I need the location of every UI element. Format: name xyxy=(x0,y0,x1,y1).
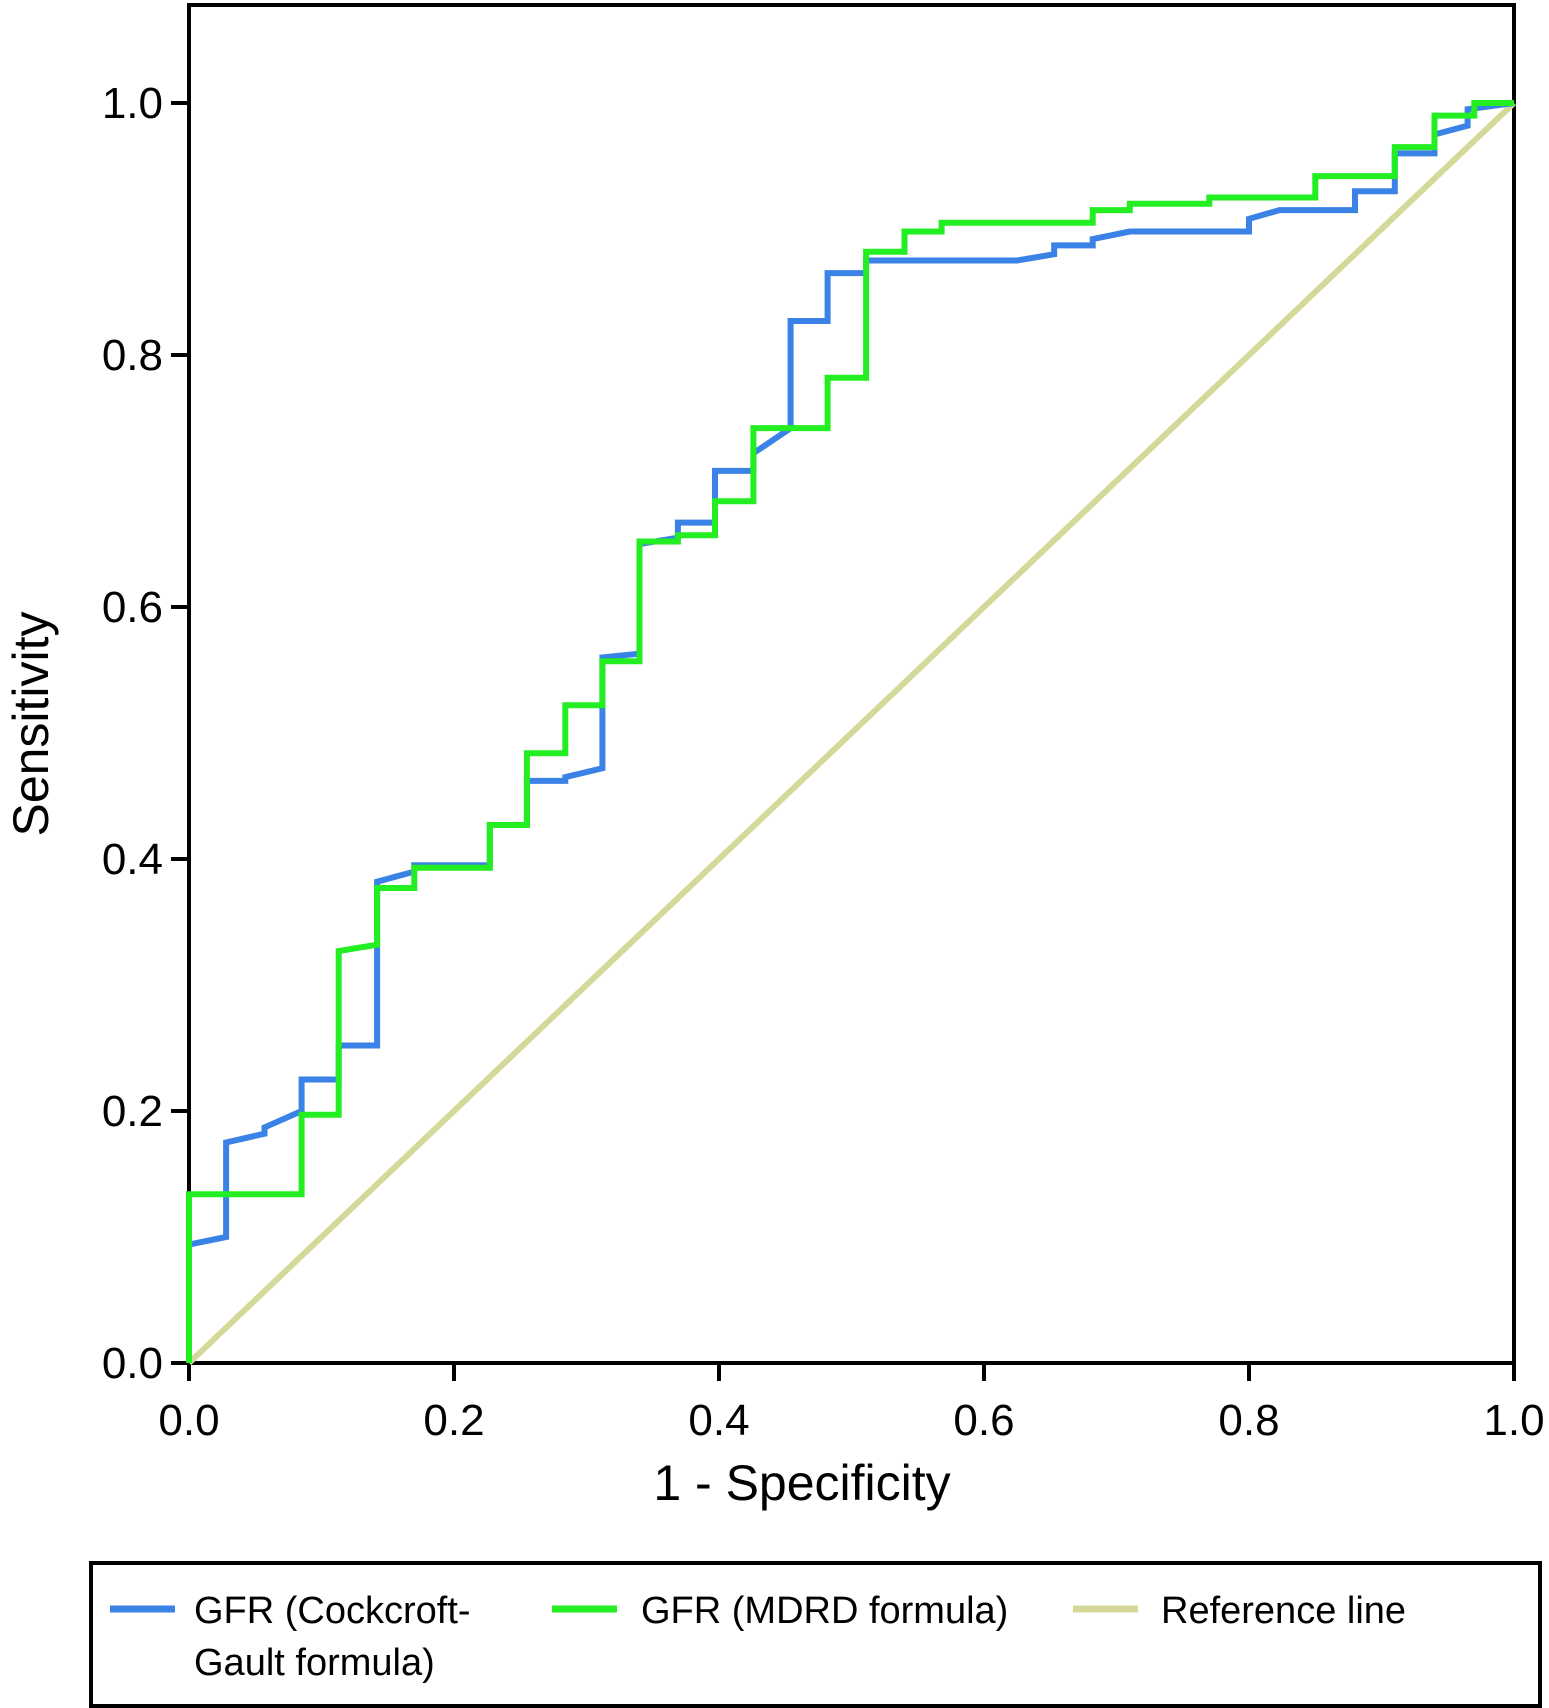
y-tick-label: 0.6 xyxy=(102,583,163,632)
legend-frame xyxy=(89,1561,1542,1708)
y-tick-label: 0.4 xyxy=(102,835,163,884)
plot-series xyxy=(186,100,1517,1366)
x-tick-label: 0.8 xyxy=(1218,1396,1279,1445)
plot-frame xyxy=(187,3,1516,1365)
x-tick-label: 1.0 xyxy=(1483,1396,1544,1445)
legend-label-cockcroft-line1: GFR (Cockcroft- xyxy=(194,1590,471,1632)
x-tick-label: 0.6 xyxy=(953,1396,1014,1445)
x-tick-label: 0.0 xyxy=(158,1396,219,1445)
y-axis-title: Sensitivity xyxy=(3,611,59,836)
legend-label-cockcroft-line2: Gault formula) xyxy=(194,1642,435,1684)
x-axis: 0.0 0.2 0.4 0.6 0.8 1.0 xyxy=(158,1363,1545,1445)
reference-line xyxy=(186,100,1517,1366)
y-axis: 0.0 0.2 0.4 0.6 0.8 1.0 xyxy=(102,79,189,1388)
y-tick-label: 0.8 xyxy=(102,331,163,380)
y-tick-label: 0.0 xyxy=(102,1339,163,1388)
legend-label-mdrd: GFR (MDRD formula) xyxy=(641,1590,1008,1632)
series-line-mdrd xyxy=(186,100,1514,1363)
y-tick-label: 1.0 xyxy=(102,79,163,128)
legend-label-reference: Reference line xyxy=(1161,1590,1406,1632)
legend: GFR (Cockcroft- Gault formula) GFR (MDRD… xyxy=(89,1561,1542,1708)
x-tick-label: 0.2 xyxy=(423,1396,484,1445)
x-axis-title: 1 - Specificity xyxy=(653,1455,950,1511)
y-tick-label: 0.2 xyxy=(102,1087,163,1136)
x-tick-label: 0.4 xyxy=(688,1396,749,1445)
